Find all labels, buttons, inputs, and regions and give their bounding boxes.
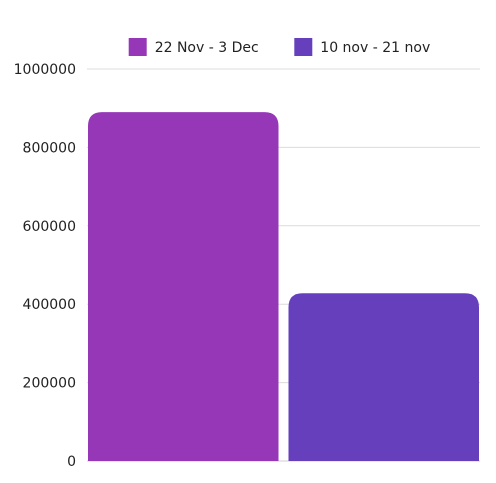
y-axis: 0 200000 400000 600000 800000 1000000 (14, 62, 76, 470)
chart-legend: 22 Nov - 3 Dec 10 nov - 21 nov (128, 38, 430, 56)
bar-series-1 (88, 112, 279, 462)
legend-label-1: 22 Nov - 3 Dec (155, 40, 259, 56)
y-tick-label: 0 (67, 454, 76, 470)
y-tick-label: 400000 (23, 297, 76, 313)
y-tick-label: 200000 (23, 376, 76, 392)
bars (88, 112, 479, 462)
y-tick-label: 800000 (23, 140, 76, 156)
legend-swatch-1 (128, 38, 147, 56)
y-tick-label: 1000000 (14, 62, 76, 78)
bar-series-2 (288, 293, 479, 461)
y-tick-label: 600000 (23, 219, 76, 235)
legend-label-2: 10 nov - 21 nov (320, 40, 430, 56)
legend-swatch-2 (294, 38, 313, 56)
